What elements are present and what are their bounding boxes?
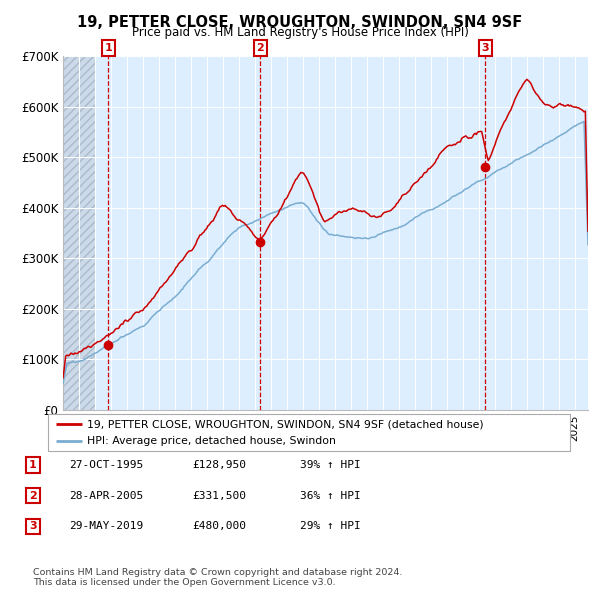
Text: 1: 1 bbox=[104, 43, 112, 53]
Text: 29-MAY-2019: 29-MAY-2019 bbox=[69, 522, 143, 531]
Text: 29% ↑ HPI: 29% ↑ HPI bbox=[300, 522, 361, 531]
Text: 19, PETTER CLOSE, WROUGHTON, SWINDON, SN4 9SF: 19, PETTER CLOSE, WROUGHTON, SWINDON, SN… bbox=[77, 15, 523, 30]
Text: 36% ↑ HPI: 36% ↑ HPI bbox=[300, 491, 361, 500]
Bar bbox=[63, 56, 95, 410]
Text: 3: 3 bbox=[482, 43, 489, 53]
Text: 27-OCT-1995: 27-OCT-1995 bbox=[69, 460, 143, 470]
Text: HPI: Average price, detached house, Swindon: HPI: Average price, detached house, Swin… bbox=[87, 437, 336, 446]
Text: £331,500: £331,500 bbox=[192, 491, 246, 500]
Text: 3: 3 bbox=[29, 522, 37, 531]
Text: £128,950: £128,950 bbox=[192, 460, 246, 470]
Text: £480,000: £480,000 bbox=[192, 522, 246, 531]
Text: 28-APR-2005: 28-APR-2005 bbox=[69, 491, 143, 500]
Text: 2: 2 bbox=[256, 43, 264, 53]
FancyBboxPatch shape bbox=[48, 414, 570, 451]
Text: Price paid vs. HM Land Registry's House Price Index (HPI): Price paid vs. HM Land Registry's House … bbox=[131, 26, 469, 39]
Text: 19, PETTER CLOSE, WROUGHTON, SWINDON, SN4 9SF (detached house): 19, PETTER CLOSE, WROUGHTON, SWINDON, SN… bbox=[87, 419, 484, 429]
Text: 39% ↑ HPI: 39% ↑ HPI bbox=[300, 460, 361, 470]
Text: 2: 2 bbox=[29, 491, 37, 500]
Text: 1: 1 bbox=[29, 460, 37, 470]
Text: Contains HM Land Registry data © Crown copyright and database right 2024.
This d: Contains HM Land Registry data © Crown c… bbox=[33, 568, 403, 587]
